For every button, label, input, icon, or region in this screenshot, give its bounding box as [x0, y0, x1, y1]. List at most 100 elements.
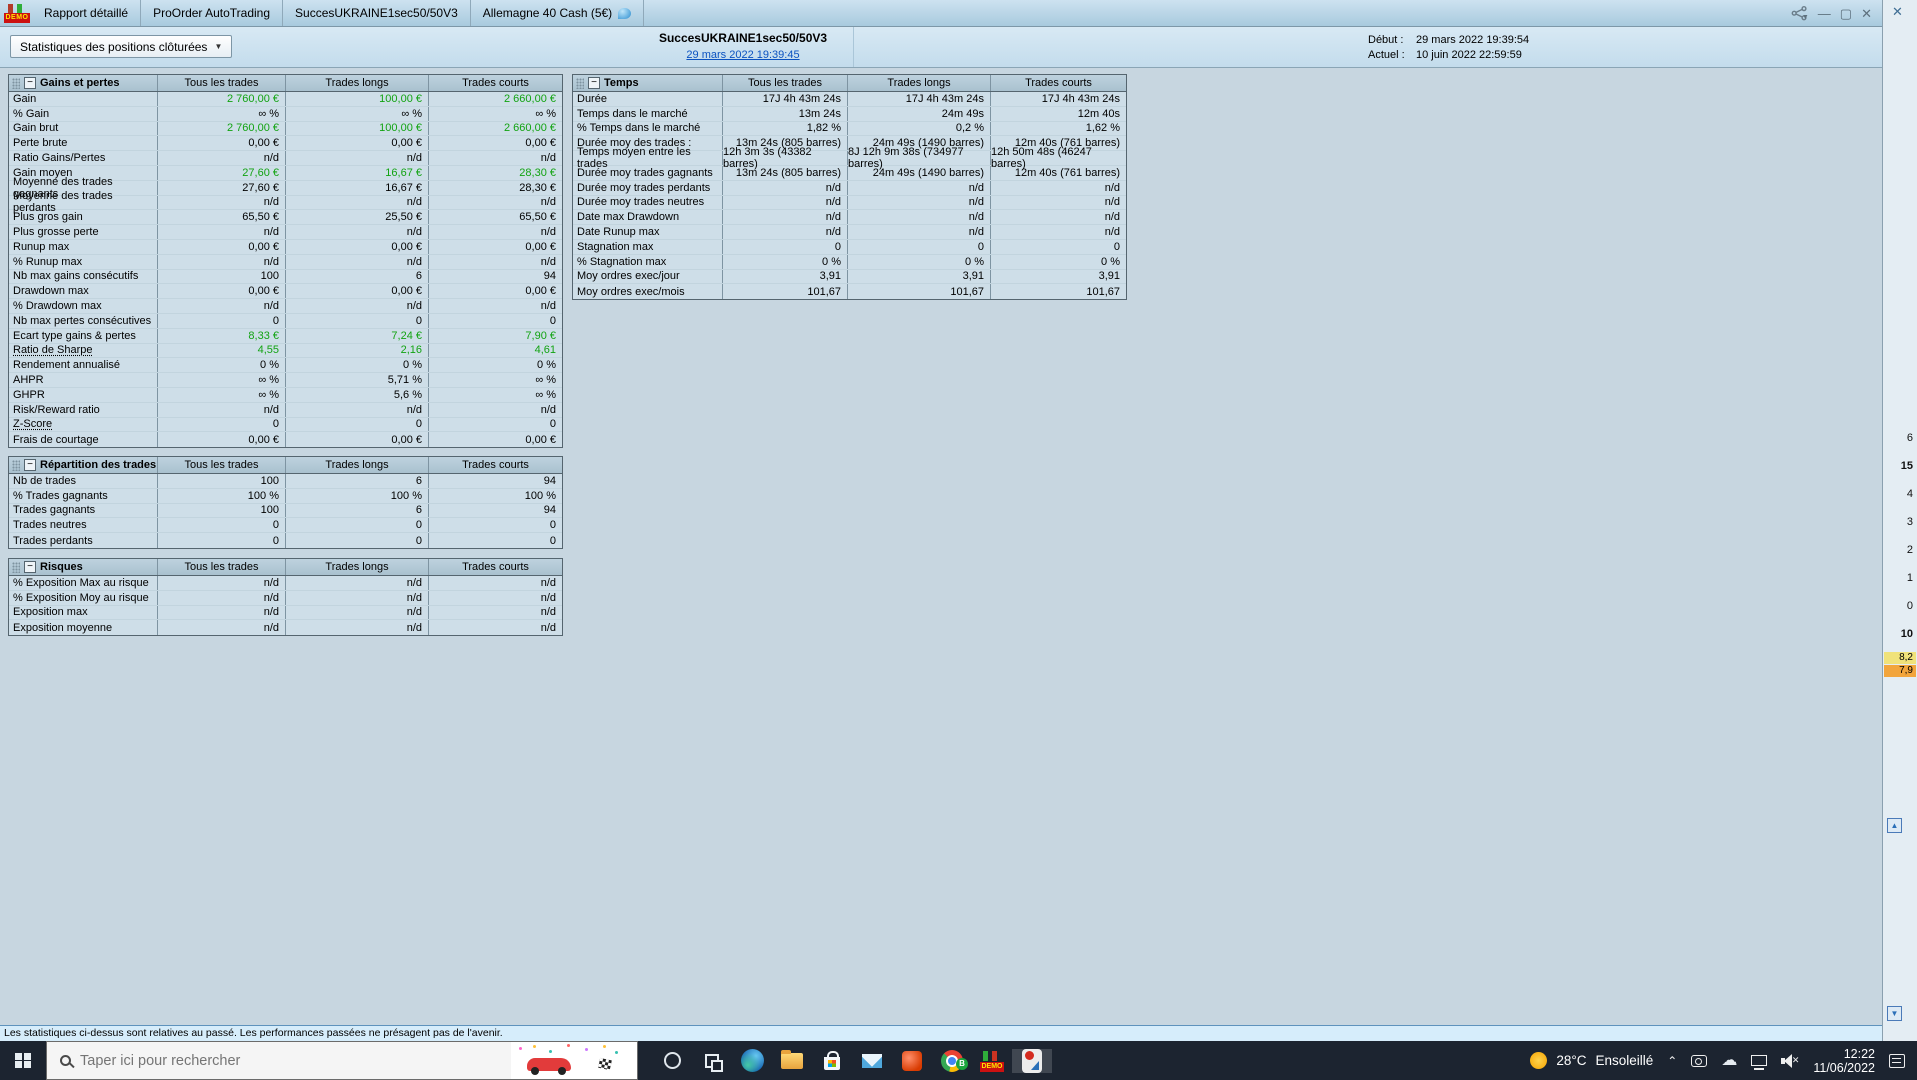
office-glyph	[902, 1050, 922, 1071]
start-button[interactable]	[0, 1041, 46, 1080]
store-icon[interactable]	[812, 1049, 852, 1073]
axis-value: 3	[1906, 516, 1913, 528]
column-header: Trades courts	[462, 77, 529, 89]
titlebar-tab-3[interactable]: SuccesUKRAINE1sec50/50V3	[283, 0, 471, 26]
candlestick-icon	[983, 1050, 988, 1061]
weather-widget[interactable]: 28°C Ensoleillé	[1530, 1052, 1653, 1069]
meet-now-icon[interactable]	[1691, 1054, 1708, 1067]
prorealtime-glyph	[1022, 1048, 1042, 1073]
cell-value: 3,91	[1098, 270, 1120, 283]
row-label: Durée moy trades neutres	[573, 195, 723, 210]
window-controls: ▼ — ▢ ✕	[1791, 0, 1882, 26]
demo-trading-icon[interactable]: DEMO	[972, 1049, 1012, 1073]
cell-value: n/d	[286, 151, 429, 165]
table-row: Nb max gains consécutifs 100 6 94	[9, 269, 562, 285]
cell-value: n/d	[540, 226, 556, 239]
cell-value: 0	[158, 518, 286, 533]
collapse-button[interactable]: −	[24, 561, 36, 573]
scroll-up-arrow[interactable]: ▲	[1887, 818, 1902, 833]
stats-type-dropdown[interactable]: Statistiques des positions clôturées ▼	[10, 35, 233, 58]
row-label: Exposition max	[9, 605, 158, 620]
background-window-close-icon[interactable]: ✕	[1892, 4, 1903, 19]
cell-value: 12m 40s (761 barres)	[1014, 166, 1120, 179]
volume-muted-icon[interactable]: ✕	[1781, 1053, 1799, 1068]
cell-value: 3,91	[723, 269, 848, 284]
chevron-up-icon[interactable]: ⌃	[1667, 1053, 1678, 1068]
mail-icon[interactable]	[852, 1049, 892, 1073]
network-icon[interactable]	[1751, 1055, 1768, 1070]
cell-value: 0 %	[286, 358, 429, 373]
collapse-button[interactable]: −	[588, 77, 600, 89]
file-explorer-icon[interactable]	[772, 1049, 812, 1073]
panel-risques: − Risques Tous les trades Trades longs Trade…	[8, 558, 563, 637]
table-row: Date Runup max n/d n/d n/d	[573, 225, 1126, 240]
cell-value: 0,00 €	[525, 433, 556, 446]
collapse-button[interactable]: −	[24, 459, 36, 471]
cell-value: n/d	[1104, 196, 1120, 209]
row-label: % Gain	[9, 106, 158, 121]
cell-value: 101,67	[848, 284, 991, 300]
table-row: Nb max pertes consécutives 0 0 0	[9, 313, 562, 329]
row-label: % Temps dans le marché	[573, 121, 723, 136]
action-center-icon[interactable]	[1889, 1053, 1905, 1068]
table-row: Exposition moyenne n/d n/d n/d	[9, 620, 562, 636]
close-button[interactable]: ✕	[1861, 5, 1872, 21]
cell-value: 7,90 €	[525, 329, 556, 342]
cell-value: 1,62 %	[1085, 122, 1120, 135]
scroll-down-arrow[interactable]: ▼	[1887, 1006, 1902, 1021]
table-row: Gain brut 2 760,00 €100,00 € 2 660,00 €	[9, 121, 562, 137]
onedrive-cloud-icon[interactable]: ☁	[1721, 1051, 1738, 1069]
minimize-button[interactable]: —	[1817, 5, 1831, 21]
column-header: Trades longs	[848, 75, 991, 91]
edge-icon[interactable]	[732, 1049, 772, 1073]
row-label: Trades neutres	[9, 518, 158, 533]
search-input[interactable]	[80, 1052, 511, 1069]
disclaimer-bar: Les statistiques ci-dessus sont relative…	[0, 1025, 1882, 1041]
cell-value: 100	[158, 474, 286, 488]
table-row: % Exposition Moy au risque n/d n/d n/d	[9, 590, 562, 606]
row-label: % Runup max	[9, 254, 158, 269]
cell-value: n/d	[286, 576, 429, 590]
titlebar-tab-1[interactable]: Rapport détaillé	[32, 0, 142, 26]
titlebar-tab-4[interactable]: Allemagne 40 Cash (5€)	[471, 0, 645, 26]
taskbar-search[interactable]	[46, 1041, 638, 1080]
cortana-icon[interactable]	[652, 1049, 692, 1073]
cell-value: 94	[543, 504, 556, 517]
table-row: AHPR ∞ % 5,71 % ∞ %	[9, 373, 562, 388]
cell-value: n/d	[723, 195, 848, 210]
drag-grip-icon[interactable]	[12, 459, 20, 471]
prorealtime-icon[interactable]	[1012, 1048, 1052, 1073]
table-row: Moyenne des trades perdants n/d n/d n/d	[9, 190, 562, 214]
drag-grip-icon[interactable]	[576, 77, 584, 89]
row-label: Ratio de Sharpe	[9, 343, 158, 358]
row-label: Plus gros gain	[9, 210, 158, 225]
task-view-icon[interactable]	[692, 1049, 732, 1073]
panel-title: Gains et pertes	[40, 77, 120, 89]
table-row: Stagnation max 0 0 0	[573, 239, 1126, 255]
news-widget-icon[interactable]	[511, 1042, 637, 1079]
row-label: Frais de courtage	[9, 432, 158, 448]
drag-grip-icon[interactable]	[12, 561, 20, 573]
cell-value: 13m 24s	[723, 106, 848, 121]
titlebar-tab-2[interactable]: ProOrder AutoTrading	[141, 0, 284, 26]
cell-value: ∞ %	[535, 107, 556, 120]
cell-value: 6	[286, 474, 429, 488]
taskbar-clock[interactable]: 12:22 11/06/2022	[1813, 1047, 1875, 1075]
chrome-icon[interactable]: B	[932, 1049, 972, 1073]
row-label: Durée moy trades gagnants	[573, 165, 723, 180]
maximize-button[interactable]: ▢	[1839, 5, 1853, 21]
collapse-button[interactable]: −	[24, 77, 36, 89]
system-date-link[interactable]: 29 mars 2022 19:39:45	[686, 49, 800, 61]
cell-value: n/d	[286, 254, 429, 269]
office-icon[interactable]	[892, 1049, 932, 1073]
cell-value: 0	[723, 239, 848, 254]
column-header: Trades longs	[286, 457, 429, 473]
drag-grip-icon[interactable]	[12, 77, 20, 89]
cell-value: 100 %	[524, 489, 556, 502]
cell-value: 0	[286, 518, 429, 533]
system-tray: 28°C Ensoleillé ⌃ ☁ ✕ 12:22 11/06/2022	[1530, 1047, 1917, 1075]
share-icon[interactable]: ▼	[1791, 5, 1809, 21]
table-row: Moy ordres exec/mois 101,67 101,67 101,67	[573, 284, 1126, 300]
row-label: Perte brute	[9, 136, 158, 151]
table-row: Durée moy trades neutres n/d n/d n/d	[573, 195, 1126, 211]
